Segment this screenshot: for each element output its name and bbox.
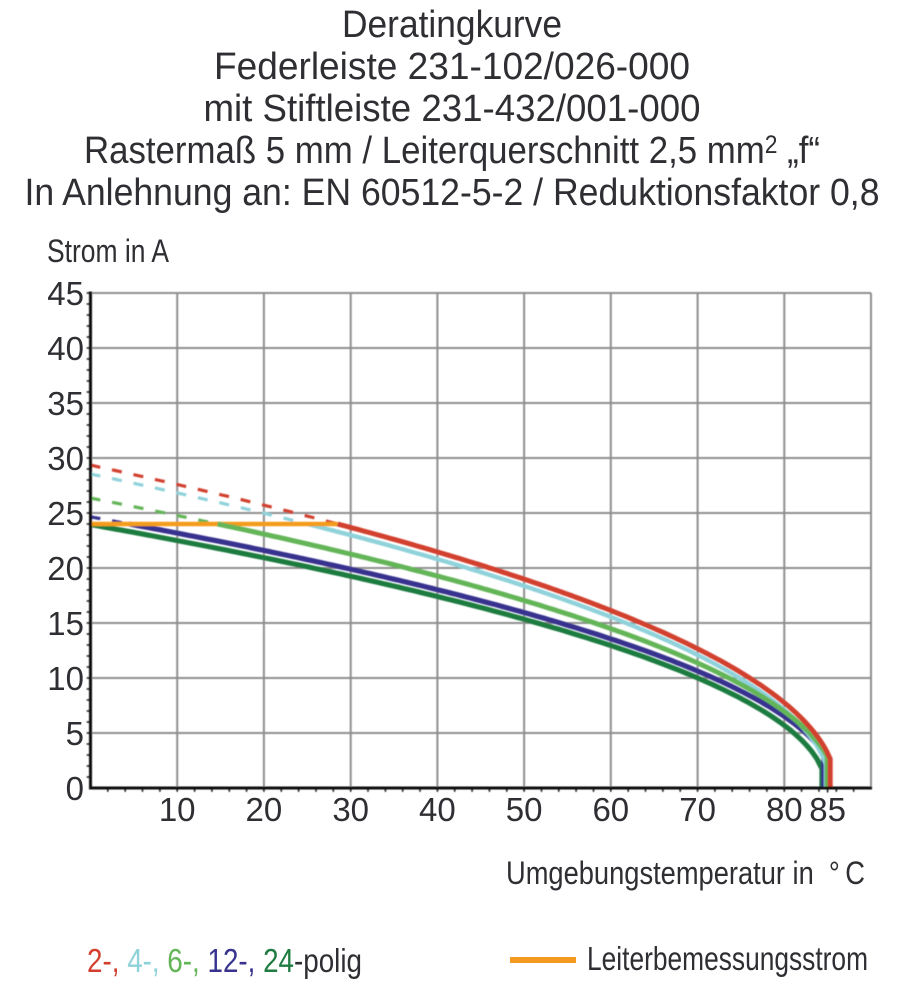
- svg-text:In Anlehnung an: EN 60512-5-2: In Anlehnung an: EN 60512-5-2 / Reduktio…: [25, 172, 880, 214]
- svg-text:0: 0: [66, 770, 84, 807]
- svg-text:30: 30: [47, 440, 84, 477]
- svg-text:25: 25: [47, 495, 84, 532]
- svg-text:15: 15: [47, 605, 84, 642]
- svg-text:30: 30: [332, 791, 369, 828]
- svg-text:12-,: 12-,: [208, 942, 264, 979]
- svg-text:45: 45: [47, 275, 84, 312]
- svg-text:20: 20: [246, 791, 283, 828]
- svg-text:Deratingkurve: Deratingkurve: [342, 4, 562, 46]
- svg-text:4-,: 4-,: [127, 942, 167, 979]
- svg-text:5: 5: [66, 715, 84, 752]
- svg-text:10: 10: [159, 791, 196, 828]
- svg-text:40: 40: [419, 791, 456, 828]
- svg-text:40: 40: [47, 330, 84, 367]
- svg-text:Strom in A: Strom in A: [47, 233, 170, 269]
- svg-text:2-,: 2-,: [87, 942, 127, 979]
- svg-text:80: 80: [766, 791, 803, 828]
- svg-text:24: 24: [263, 942, 294, 979]
- svg-text:20: 20: [47, 550, 84, 587]
- svg-text:Umgebungstemperatur in ° C: Umgebungstemperatur in ° C: [506, 855, 865, 891]
- svg-text:Leiterbemessungsstrom: Leiterbemessungsstrom: [587, 940, 868, 977]
- svg-text:35: 35: [47, 385, 84, 422]
- svg-text:mit Stiftleiste 231-432/001-00: mit Stiftleiste 231-432/001-000: [204, 88, 701, 130]
- svg-text:10: 10: [47, 660, 84, 697]
- svg-text:Rastermaß 5 mm / Leiterquersch: Rastermaß 5 mm / Leiterquerschnitt 2,5 m…: [84, 130, 820, 172]
- svg-text:85: 85: [809, 791, 846, 828]
- svg-text:70: 70: [679, 791, 716, 828]
- svg-text:50: 50: [506, 791, 543, 828]
- svg-text:Federleiste 231-102/026-000: Federleiste 231-102/026-000: [214, 46, 690, 88]
- svg-text:60: 60: [592, 791, 629, 828]
- svg-text:-polig: -polig: [294, 942, 362, 979]
- svg-text:6-,: 6-,: [167, 942, 207, 979]
